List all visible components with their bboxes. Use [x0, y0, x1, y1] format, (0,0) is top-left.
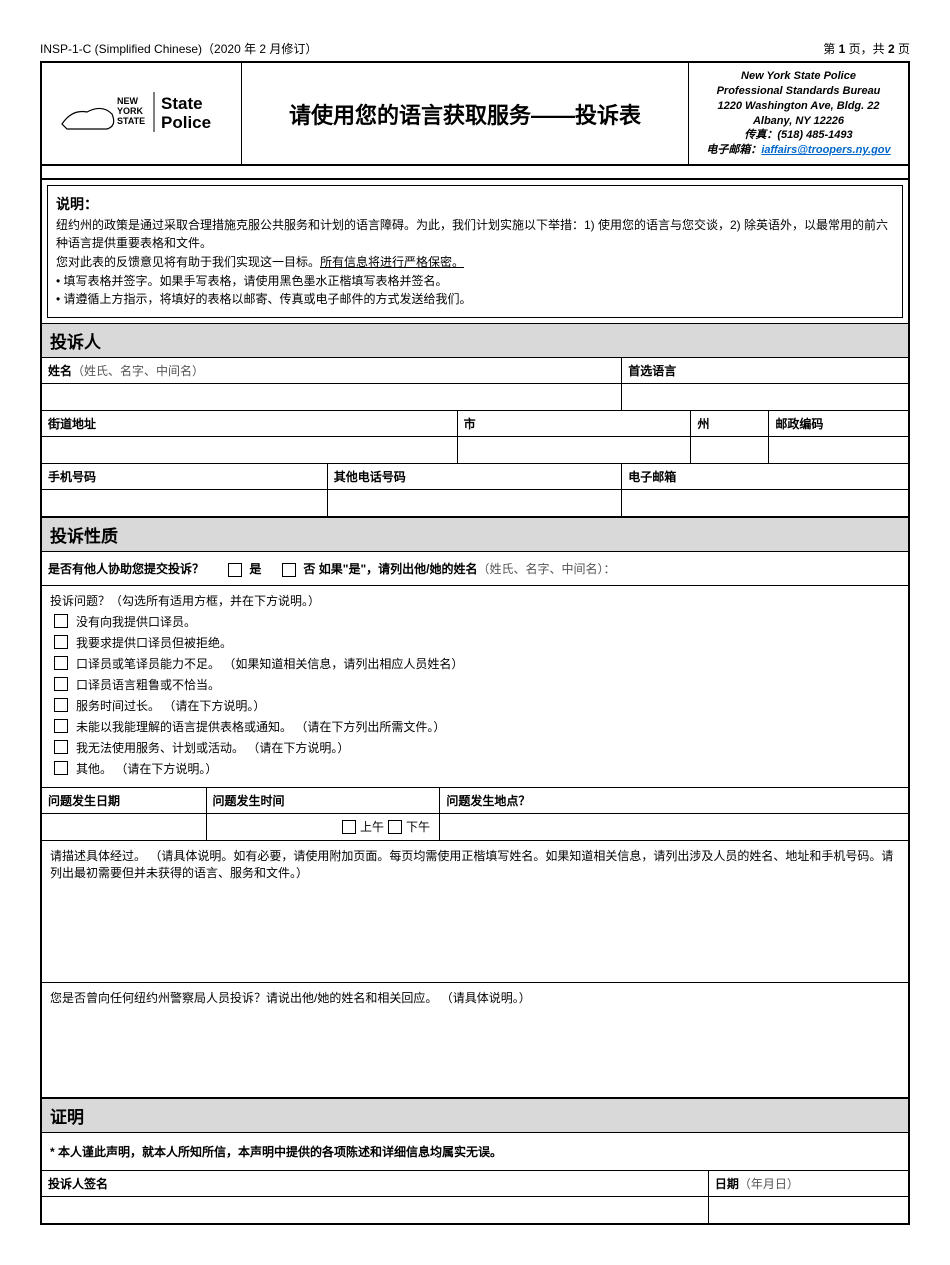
street-label: 街道地址 [42, 411, 458, 436]
describe-input[interactable] [50, 881, 900, 976]
problem-box: 投诉问题？（勾选所有适用方框，并在下方说明。） 没有向我提供口译员。我要求提供口… [42, 586, 908, 788]
state-input[interactable] [691, 437, 769, 463]
mobile-input[interactable] [42, 490, 328, 516]
ophone-label: 其他电话号码 [328, 464, 622, 489]
problem-row: 口译员或笔译员能力不足。 （如果知道相关信息，请列出相应人员姓名） [50, 655, 900, 672]
zip-input[interactable] [769, 437, 908, 463]
prior-input[interactable] [50, 1006, 900, 1091]
email-input[interactable] [622, 490, 908, 516]
form-container: NEW YORK STATE State Police 请使用您的语言获取服务—… [40, 61, 910, 1225]
assisted-no-checkbox[interactable] [282, 563, 296, 577]
svg-text:YORK: YORK [117, 106, 144, 116]
problem-checkbox-3[interactable] [54, 677, 68, 691]
assisted-yes-checkbox[interactable] [228, 563, 242, 577]
instructions-head: 说明： [56, 194, 894, 216]
problem-row: 没有向我提供口译员。 [50, 613, 900, 630]
svg-text:Police: Police [161, 113, 211, 132]
address-block: New York State Police Professional Stand… [688, 63, 908, 164]
problem-row: 我要求提供口译员但被拒绝。 [50, 634, 900, 651]
name-label: 姓名（姓氏、名字、中间名） [42, 358, 622, 383]
svg-text:STATE: STATE [117, 116, 145, 126]
email-label: 电子邮箱 [622, 464, 908, 489]
lang-label: 首选语言 [622, 358, 908, 383]
top-header: NEW YORK STATE State Police 请使用您的语言获取服务—… [42, 63, 908, 166]
date-sig-label: 日期（年月日） [709, 1171, 908, 1196]
problem-checkbox-6[interactable] [54, 740, 68, 754]
state-label: 州 [691, 411, 769, 436]
problem-checkbox-4[interactable] [54, 698, 68, 712]
section-cert: 证明 [42, 1098, 908, 1133]
time-label: 问题发生时间 [207, 788, 441, 813]
problem-checkbox-7[interactable] [54, 761, 68, 775]
signature-input[interactable] [42, 1197, 709, 1223]
street-input[interactable] [42, 437, 458, 463]
am-checkbox[interactable] [342, 820, 356, 834]
prior-box: 您是否曾向任何纽约州警察局人员投诉？请说出他/她的姓名和相关回应。 （请具体说明… [42, 983, 908, 1098]
section-nature: 投诉性质 [42, 517, 908, 552]
svg-text:NEW: NEW [117, 96, 139, 106]
ophone-input[interactable] [328, 490, 622, 516]
problem-row: 服务时间过长。 （请在下方说明。） [50, 697, 900, 714]
lang-input[interactable] [622, 384, 908, 410]
where-input[interactable] [440, 814, 908, 840]
signature-label: 投诉人签名 [42, 1171, 709, 1196]
nys-police-logo-icon: NEW YORK STATE State Police [57, 84, 227, 144]
describe-box: 请描述具体经过。 （请具体说明。如有必要，请使用附加页面。每页均需使用正楷填写姓… [42, 841, 908, 983]
problem-checkbox-2[interactable] [54, 656, 68, 670]
problem-checkbox-5[interactable] [54, 719, 68, 733]
instructions-box: 说明： 纽约州的政策是通过采取合理措施克服公共服务和计划的语言障碍。为此，我们计… [47, 185, 903, 318]
date-sig-input[interactable] [709, 1197, 908, 1223]
cert-text: * 本人谨此声明，就本人所知所信，本声明中提供的各项陈述和详细信息均属实无误。 [42, 1133, 908, 1171]
city-label: 市 [458, 411, 692, 436]
city-input[interactable] [458, 437, 692, 463]
svg-text:State: State [161, 94, 203, 113]
page-number: 第 1 页，共 2 页 [823, 40, 910, 57]
email-link[interactable]: iaffairs@troopers.ny.gov [761, 144, 890, 156]
where-label: 问题发生地点？ [440, 788, 908, 813]
form-id: INSP-1-C (Simplified Chinese)（2020 年 2 月… [40, 40, 317, 57]
date-input[interactable] [42, 814, 207, 840]
zip-label: 邮政编码 [769, 411, 908, 436]
pm-checkbox[interactable] [388, 820, 402, 834]
problem-checkbox-1[interactable] [54, 635, 68, 649]
form-title: 请使用您的语言获取服务——投诉表 [242, 63, 688, 164]
problem-checkbox-0[interactable] [54, 614, 68, 628]
logo-cell: NEW YORK STATE State Police [42, 63, 242, 164]
problem-row: 其他。 （请在下方说明。） [50, 760, 900, 777]
assisted-row: 是否有他人协助您提交投诉？ 是 否 如果"是"，请列出他/她的姓名（姓氏、名字、… [42, 552, 908, 585]
time-input[interactable]: 上午 下午 [207, 814, 441, 840]
problem-row: 口译员语言粗鲁或不恰当。 [50, 676, 900, 693]
problem-row: 未能以我能理解的语言提供表格或通知。 （请在下方列出所需文件。） [50, 718, 900, 735]
date-label: 问题发生日期 [42, 788, 207, 813]
name-input[interactable] [42, 384, 622, 410]
mobile-label: 手机号码 [42, 464, 328, 489]
problem-row: 我无法使用服务、计划或活动。 （请在下方说明。） [50, 739, 900, 756]
section-complainant: 投诉人 [42, 323, 908, 358]
